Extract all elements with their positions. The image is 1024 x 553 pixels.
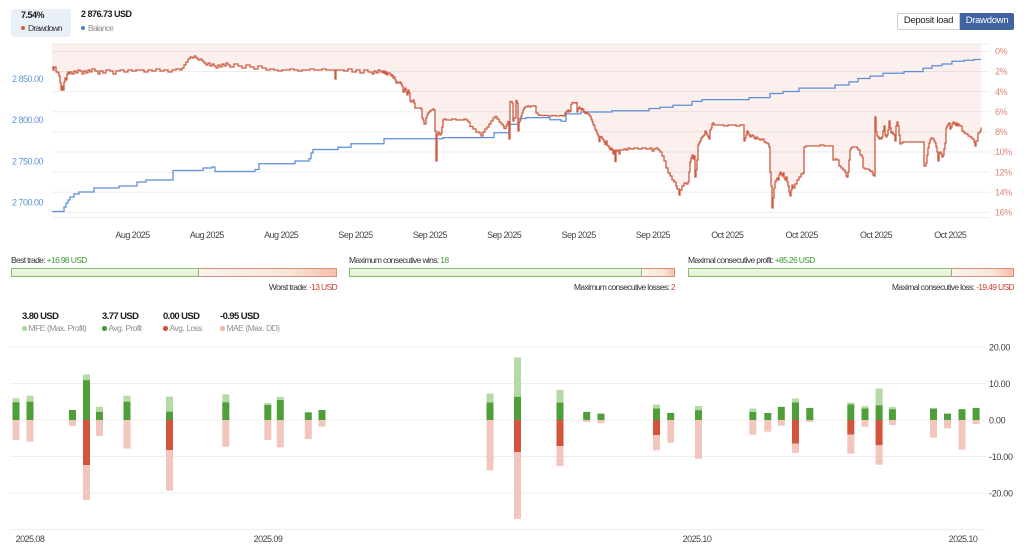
svg-text:12%: 12% [995,167,1012,177]
svg-text:20.00: 20.00 [989,342,1010,352]
svg-text:Oct 2025: Oct 2025 [860,230,893,240]
svg-text:Oct 2025: Oct 2025 [934,230,967,240]
svg-text:14%: 14% [995,187,1012,197]
svg-text:10%: 10% [995,147,1012,157]
svg-text:2%: 2% [995,67,1008,77]
svg-text:2 850.00: 2 850.00 [12,74,44,84]
svg-text:2 700.00: 2 700.00 [12,198,44,208]
svg-text:Aug 2025: Aug 2025 [264,230,299,240]
svg-text:16%: 16% [995,208,1012,218]
svg-text:2025.09: 2025.09 [254,534,283,544]
svg-text:0%: 0% [995,47,1008,57]
svg-text:Aug 2025: Aug 2025 [190,230,225,240]
svg-text:2025.08: 2025.08 [16,534,45,544]
svg-text:10.00: 10.00 [989,379,1010,389]
svg-text:2025.10: 2025.10 [949,534,978,544]
svg-text:-20.00: -20.00 [989,488,1013,498]
svg-text:6%: 6% [995,107,1008,117]
svg-text:Sep 2025: Sep 2025 [562,230,597,240]
svg-text:Sep 2025: Sep 2025 [338,230,373,240]
svg-text:-10.00: -10.00 [989,452,1013,462]
svg-text:Oct 2025: Oct 2025 [786,230,819,240]
svg-text:Oct 2025: Oct 2025 [711,230,744,240]
svg-text:4%: 4% [995,87,1008,97]
svg-text:2 750.00: 2 750.00 [12,157,44,167]
svg-text:Sep 2025: Sep 2025 [413,230,448,240]
svg-text:Sep 2025: Sep 2025 [487,230,522,240]
svg-text:0.00: 0.00 [989,415,1006,425]
svg-text:2025.10: 2025.10 [683,534,712,544]
svg-text:2 800.00: 2 800.00 [12,115,44,125]
svg-text:Aug 2025: Aug 2025 [115,230,150,240]
svg-text:8%: 8% [995,127,1008,137]
svg-text:Sep 2025: Sep 2025 [636,230,671,240]
